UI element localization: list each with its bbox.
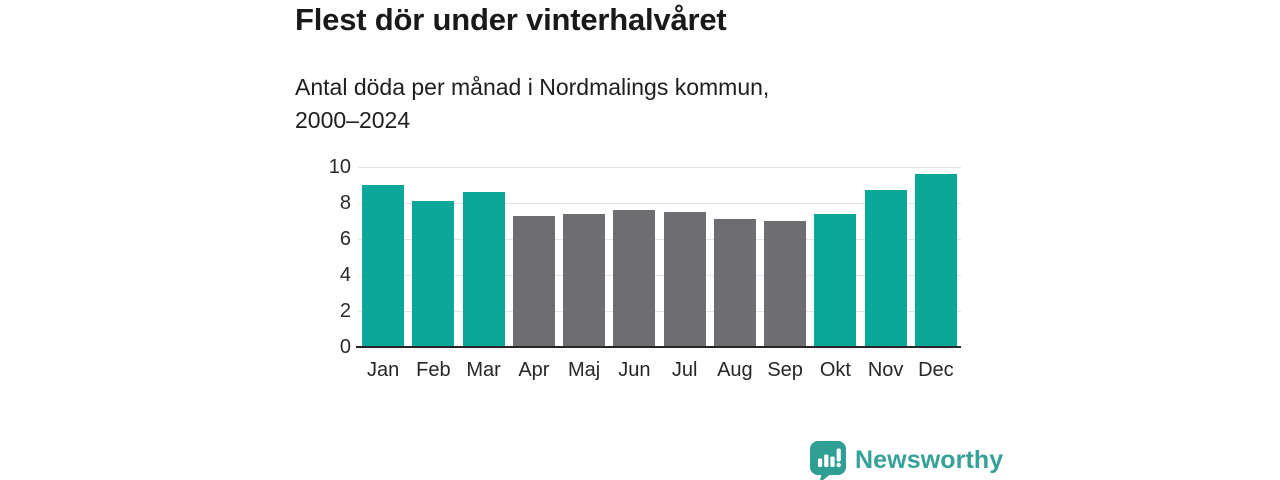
y-tick-label-8: 8 (339, 192, 351, 214)
y-axis: 0 2 4 6 8 10 (295, 156, 351, 358)
gridline-y4 (358, 274, 961, 276)
gridline-y2 (358, 310, 961, 312)
chart-subtitle-line1: Antal döda per månad i Nordmalings kommu… (295, 74, 770, 100)
bar-dec (914, 174, 957, 347)
chart-subtitle: Antal döda per månad i Nordmalings kommu… (295, 71, 769, 137)
bar-jun (613, 210, 656, 347)
x-tick-label-jul: Jul (671, 359, 698, 381)
x-tick-label-dec: Dec (918, 359, 954, 381)
bar-okt (814, 213, 857, 347)
bar-jan (362, 185, 405, 347)
x-axis: Jan Feb Mar Apr Maj Jun Jul Aug Sep Okt Nov Dec (358, 357, 961, 385)
x-tick-label-feb: Feb (416, 359, 451, 381)
newsworthy-logo-text: Newsworthy (855, 446, 1004, 474)
bar-maj (563, 213, 606, 347)
gridline-y8 (358, 202, 961, 204)
x-tick-label-maj: Maj (568, 359, 601, 381)
bar-aug (713, 219, 756, 347)
y-tick-label-10: 10 (328, 156, 351, 178)
x-tick-label-sep: Sep (767, 359, 803, 381)
chart-title: Flest dör under vinterhalvåret (295, 2, 727, 37)
chart-subtitle-line2: 2000–2024 (295, 107, 411, 133)
bar-sep (764, 221, 807, 347)
plot-area (356, 166, 961, 348)
y-tick-label-6: 6 (339, 228, 351, 250)
bar-mar (462, 192, 505, 347)
x-tick-label-aug: Aug (717, 359, 753, 381)
x-tick-label-jan: Jan (367, 359, 400, 381)
bar-feb (412, 201, 455, 347)
y-tick-label-4: 4 (339, 264, 351, 286)
y-tick-label-0: 0 (339, 336, 351, 358)
x-axis-line (356, 346, 961, 348)
newsworthy-logo: Newsworthy (810, 441, 1003, 480)
x-tick-label-jun: Jun (618, 359, 651, 381)
bar-jul (663, 212, 706, 347)
bar-apr (512, 215, 555, 347)
x-tick-label-nov: Nov (867, 359, 904, 381)
bar-nov (864, 190, 907, 347)
y-tick-label-2: 2 (339, 300, 351, 322)
gridline-y6 (358, 238, 961, 240)
x-tick-label-apr: Apr (518, 359, 550, 381)
gridline-y10 (358, 166, 961, 168)
x-tick-label-okt: Okt (819, 359, 851, 381)
x-tick-label-mar: Mar (466, 359, 501, 381)
bar-chart-speech-bubble-icon (810, 441, 846, 480)
